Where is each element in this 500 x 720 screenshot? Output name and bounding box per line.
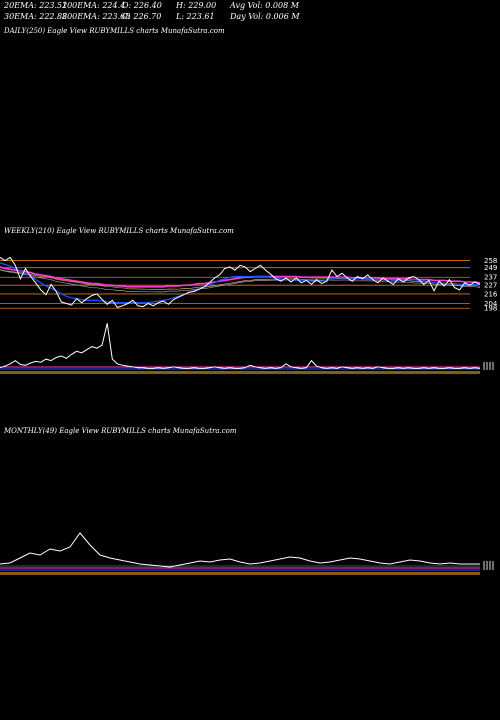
daily-panel-title: DAILY(250) Eagle View RUBYMILLS charts M…	[4, 27, 225, 35]
y-tick-label: 198	[484, 305, 497, 313]
price-line	[0, 256, 481, 308]
ema-long-line	[0, 266, 481, 288]
y-tick-label: 237	[484, 274, 497, 282]
monthly-volume-line	[0, 532, 480, 568]
header-day-vol: Day Vol: 0.006 M	[230, 12, 300, 21]
header-ema30: 30EMA: 222.88	[4, 12, 68, 21]
monthly-baseline	[0, 572, 480, 575]
header-ema20: 20EMA: 223.52	[4, 1, 68, 10]
header-ema100: 100EMA: 224.4	[62, 1, 126, 10]
y-tick-label: 216	[484, 290, 498, 298]
volume-line	[0, 323, 481, 369]
header-ema200: 200EMA: 223.68	[62, 12, 131, 21]
ema-grey-line	[0, 269, 481, 293]
y-tick-label: 249	[484, 264, 497, 272]
weekly-panel-title: WEEKLY(210) Eagle View RUBYMILLS charts …	[4, 227, 234, 235]
header-close: C: 226.70	[122, 12, 162, 21]
monthly-panel-title: MONTHLY(49) Eagle View RUBYMILLS charts …	[4, 427, 237, 435]
y-tick-label: 258	[484, 257, 497, 265]
header-avg-vol: Avg Vol: 0.008 M	[230, 1, 299, 10]
header-low: L: 223.61	[176, 12, 215, 21]
header-open: O: 226.40	[122, 1, 162, 10]
header-high: H: 229.00	[176, 1, 217, 10]
y-tick-label: 204	[484, 300, 498, 308]
y-tick-label: 227	[484, 282, 497, 290]
volume-baseline	[0, 371, 480, 374]
